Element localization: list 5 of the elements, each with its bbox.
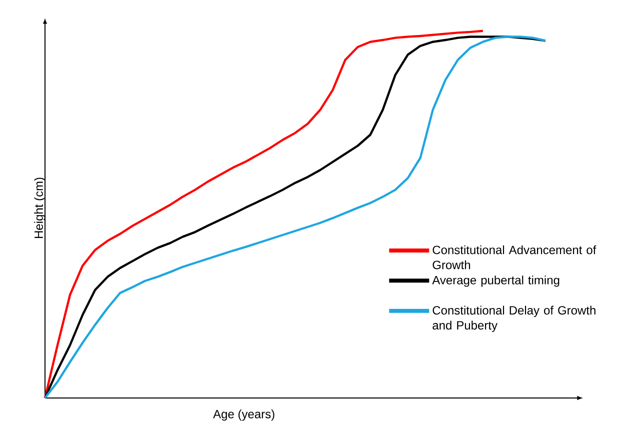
legend-label: Constitutional Advancement of Growth [432, 245, 596, 270]
x-axis-title: Age (years) [213, 410, 274, 421]
legend-label: Average pubertal timing [432, 276, 560, 287]
y-axis-title: Height (cm) [34, 178, 46, 238]
legend-label: Constitutional Delay of Growth and Puberty [432, 306, 596, 332]
